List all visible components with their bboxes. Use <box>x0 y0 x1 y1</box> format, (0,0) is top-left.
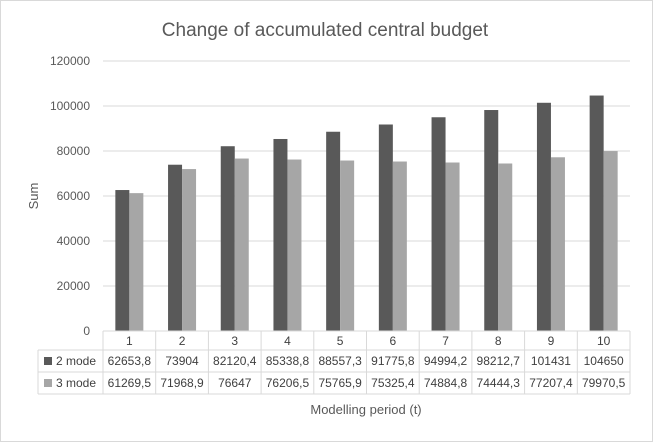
data-label: 104650 <box>584 354 624 368</box>
data-label: 74444,3 <box>477 376 521 390</box>
y-tick-label: 80000 <box>57 144 91 158</box>
bar-mode3 <box>234 158 249 331</box>
data-label: 61269,5 <box>108 376 152 390</box>
bars <box>115 95 618 332</box>
data-label: 94994,2 <box>424 354 468 368</box>
legend-label: 3 mode <box>56 376 96 390</box>
data-label: 76206,5 <box>266 376 310 390</box>
bar-mode2 <box>220 146 235 331</box>
y-tick-label: 60000 <box>57 189 91 203</box>
x-category-label: 4 <box>284 334 291 348</box>
bar-mode2 <box>589 95 604 331</box>
bar-mode3 <box>340 160 355 331</box>
x-category-label: 7 <box>442 334 449 348</box>
data-table: 1 2 3 4 5 6 7 8 9 10 2 mode 62653,8 73904 82120,4 8533… <box>37 330 631 395</box>
bar-mode3 <box>603 151 618 331</box>
bar-mode2 <box>484 110 499 331</box>
data-label: 85338,8 <box>266 354 310 368</box>
data-label: 75325,4 <box>371 376 415 390</box>
data-label: 88557,3 <box>318 354 362 368</box>
y-tick-label: 120000 <box>50 54 90 68</box>
y-tick-label: 0 <box>83 324 90 338</box>
y-tick-label: 100000 <box>50 99 90 113</box>
data-label: 91775,8 <box>371 354 415 368</box>
chart-title: Change of accumulated central budget <box>162 20 489 41</box>
data-label: 71968,9 <box>160 376 204 390</box>
data-label: 76647 <box>218 376 252 390</box>
legend-label: 2 mode <box>56 354 96 368</box>
x-axis-title: Modelling period (t) <box>310 402 421 417</box>
bar-mode3 <box>129 193 144 331</box>
x-category-label: 2 <box>179 334 186 348</box>
bar-mode2 <box>431 117 446 331</box>
data-label: 79970,5 <box>582 376 626 390</box>
data-label: 82120,4 <box>213 354 257 368</box>
bar-mode3 <box>550 157 565 331</box>
bar-mode2 <box>273 138 288 331</box>
x-category-label: 1 <box>126 334 133 348</box>
bar-mode2 <box>326 131 341 331</box>
data-label: 73904 <box>165 354 199 368</box>
data-label: 101431 <box>531 354 571 368</box>
bar-mode3 <box>392 161 407 331</box>
x-category-label: 10 <box>597 334 611 348</box>
legend-key-mode3 <box>44 379 52 387</box>
y-tick-label: 40000 <box>57 234 91 248</box>
bar-mode2 <box>168 164 183 331</box>
data-label: 62653,8 <box>108 354 152 368</box>
x-category-label: 6 <box>390 334 397 348</box>
x-category-label: 3 <box>231 334 238 348</box>
y-tick-label: 20000 <box>57 279 91 293</box>
bar-mode2 <box>115 190 130 331</box>
data-label: 74884,8 <box>424 376 468 390</box>
bar-mode3 <box>287 159 302 331</box>
x-category-label: 5 <box>337 334 344 348</box>
y-axis-title: Sum <box>26 183 41 210</box>
data-label: 98212,7 <box>477 354 521 368</box>
bar-mode2 <box>378 124 393 331</box>
data-label: 75765,9 <box>318 376 362 390</box>
bar-mode2 <box>536 102 551 332</box>
y-axis-ticks: 0 20000 40000 60000 80000 100000 120000 <box>50 54 90 338</box>
x-category-label: 9 <box>548 334 555 348</box>
bar-mode3 <box>445 162 460 331</box>
x-category-label: 8 <box>495 334 502 348</box>
data-label: 77207,4 <box>529 376 573 390</box>
bar-mode3 <box>498 163 513 331</box>
legend-key-mode2 <box>44 357 52 365</box>
bar-mode3 <box>182 169 197 331</box>
